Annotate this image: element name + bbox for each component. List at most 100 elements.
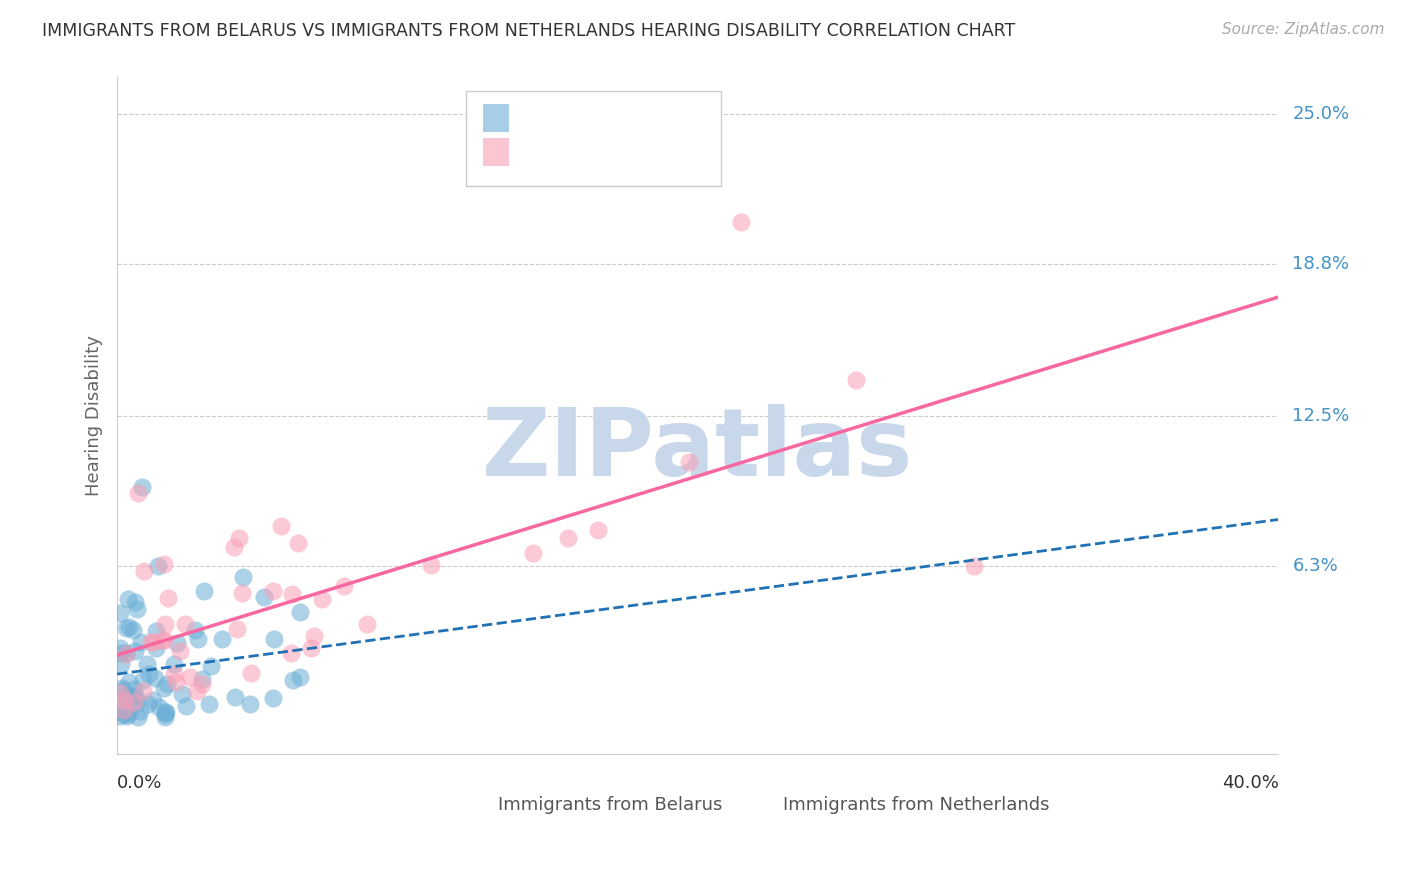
Point — [142, 635, 165, 649]
Point — [163, 657, 186, 672]
Point — [111, 681, 134, 696]
Point — [730, 215, 752, 229]
Point — [239, 665, 262, 680]
Text: 18.8%: 18.8% — [1292, 254, 1350, 273]
Point — [262, 583, 284, 598]
Point — [224, 540, 246, 554]
Point — [150, 632, 173, 647]
Point — [239, 697, 262, 711]
Point — [125, 690, 148, 704]
Point — [200, 659, 222, 673]
FancyBboxPatch shape — [484, 137, 509, 166]
Point — [110, 641, 132, 656]
Point — [132, 683, 155, 698]
Point — [198, 698, 221, 712]
Point — [146, 558, 169, 573]
Point — [125, 696, 148, 710]
Text: 40.0%: 40.0% — [1222, 774, 1278, 792]
Point — [170, 687, 193, 701]
Text: R = 0.001: R = 0.001 — [520, 109, 610, 127]
Point — [117, 691, 139, 706]
Point — [153, 709, 176, 723]
Point — [143, 672, 166, 686]
Point — [253, 591, 276, 605]
Point — [586, 523, 609, 537]
Point — [174, 699, 197, 714]
Point — [228, 531, 250, 545]
Point — [224, 690, 246, 705]
FancyBboxPatch shape — [465, 793, 491, 818]
Point — [127, 485, 149, 500]
Point — [290, 605, 312, 619]
Text: Immigrants from Netherlands: Immigrants from Netherlands — [783, 796, 1049, 814]
Point — [962, 558, 984, 573]
Point — [115, 709, 138, 723]
FancyBboxPatch shape — [749, 793, 776, 818]
Point — [169, 644, 191, 658]
Point — [262, 690, 284, 705]
Text: R = 0.491: R = 0.491 — [520, 143, 610, 161]
Point — [179, 670, 201, 684]
Text: IMMIGRANTS FROM BELARUS VS IMMIGRANTS FROM NETHERLANDS HEARING DISABILITY CORREL: IMMIGRANTS FROM BELARUS VS IMMIGRANTS FR… — [42, 22, 1015, 40]
Point — [148, 699, 170, 714]
Text: 6.3%: 6.3% — [1292, 557, 1339, 574]
Text: N = 69: N = 69 — [628, 109, 690, 127]
Point — [226, 622, 249, 636]
Point — [117, 620, 139, 634]
Point — [139, 635, 162, 649]
Point — [117, 707, 139, 722]
Y-axis label: Hearing Disability: Hearing Disability — [86, 335, 103, 496]
Point — [333, 579, 356, 593]
Point — [155, 706, 177, 721]
Point — [129, 704, 152, 718]
Point — [118, 674, 141, 689]
Point — [127, 709, 149, 723]
Point — [184, 624, 207, 638]
FancyBboxPatch shape — [465, 91, 721, 186]
Point — [122, 695, 145, 709]
Point — [108, 709, 131, 723]
Point — [186, 683, 208, 698]
Text: Source: ZipAtlas.com: Source: ZipAtlas.com — [1222, 22, 1385, 37]
Point — [110, 646, 132, 660]
Text: ZIPatlas: ZIPatlas — [482, 403, 914, 496]
Point — [145, 641, 167, 656]
Point — [155, 705, 177, 719]
Point — [112, 703, 135, 717]
Point — [124, 644, 146, 658]
Point — [557, 531, 579, 545]
Point — [108, 606, 131, 620]
Point — [115, 621, 138, 635]
Point — [301, 640, 323, 655]
Point — [155, 632, 177, 647]
Point — [124, 595, 146, 609]
Point — [121, 623, 143, 637]
Point — [166, 636, 188, 650]
Point — [678, 455, 700, 469]
Point — [134, 565, 156, 579]
Point — [114, 704, 136, 718]
Point — [191, 676, 214, 690]
Text: 12.5%: 12.5% — [1292, 407, 1350, 425]
Point — [142, 692, 165, 706]
Point — [114, 690, 136, 704]
Point — [138, 667, 160, 681]
Point — [420, 558, 443, 573]
Point — [125, 601, 148, 615]
Point — [114, 693, 136, 707]
Point — [122, 682, 145, 697]
Point — [211, 632, 233, 647]
Point — [118, 690, 141, 704]
Point — [283, 673, 305, 687]
Point — [156, 677, 179, 691]
Text: N = 45: N = 45 — [628, 143, 692, 161]
Point — [153, 557, 176, 571]
Point — [135, 657, 157, 671]
Point — [108, 686, 131, 700]
Text: 25.0%: 25.0% — [1292, 104, 1350, 123]
Point — [153, 616, 176, 631]
Point — [193, 584, 215, 599]
Point — [522, 546, 544, 560]
Point — [124, 689, 146, 703]
Text: 0.0%: 0.0% — [117, 774, 163, 792]
